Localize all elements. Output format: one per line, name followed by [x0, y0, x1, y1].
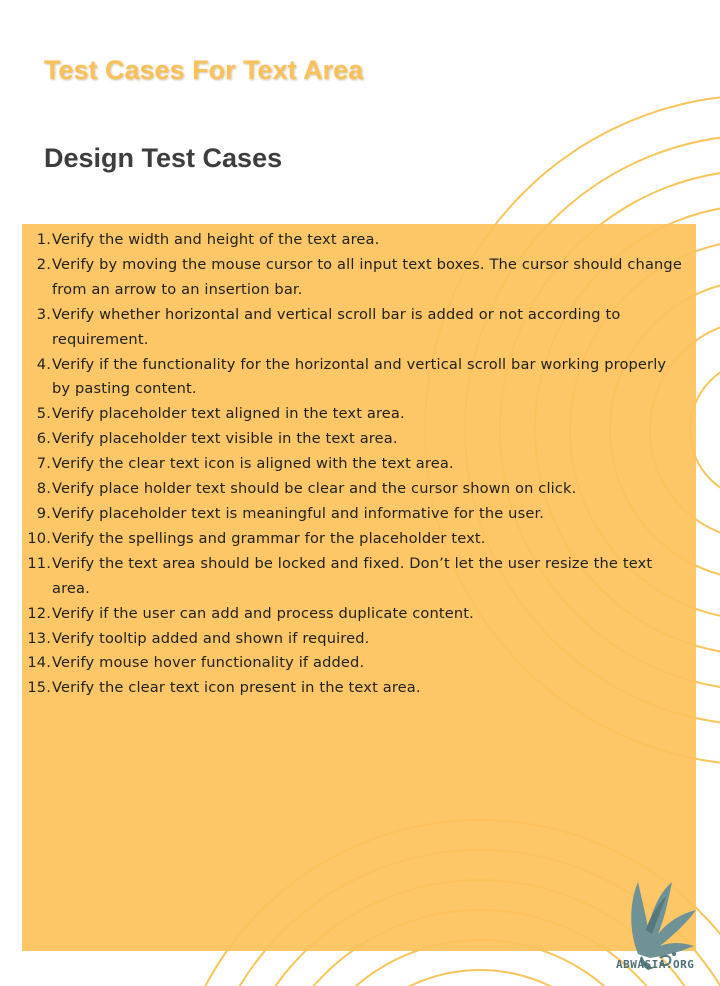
- decorative-ring: [408, 969, 552, 986]
- test-case-item: 11. Verify the text area should be locked…: [22, 552, 696, 602]
- test-case-item: 1. Verify the width and height of the tex…: [22, 228, 696, 253]
- test-case-number: 6.: [36, 430, 51, 448]
- test-case-item: 4. Verify if the functionality for the ho…: [22, 353, 696, 403]
- test-case-item: 5. Verify placeholder text aligned in the…: [22, 402, 696, 427]
- page-title: Test Cases For Text Area: [44, 55, 364, 85]
- test-case-number: 5.: [36, 405, 51, 423]
- test-cases-list: 1. Verify the width and height of the tex…: [22, 228, 696, 701]
- test-case-number: 7.: [36, 455, 51, 473]
- test-case-text: Verify whether horizontal and vertical s…: [52, 305, 621, 348]
- test-case-item: 8. Verify place holder text should be cle…: [22, 477, 696, 502]
- test-case-text: Verify mouse hover functionality if adde…: [52, 654, 365, 672]
- test-case-text: Verify the clear text icon present in th…: [52, 679, 421, 697]
- test-case-text: Verify the width and height of the text …: [52, 231, 380, 248]
- test-case-number: 15.: [27, 679, 51, 697]
- test-case-item: 12. Verify if the user can add and proces…: [22, 602, 696, 627]
- test-case-number: 14.: [27, 654, 51, 672]
- test-case-number: 13.: [27, 629, 51, 647]
- test-case-item: 7. Verify the clear text icon is aligned …: [22, 452, 696, 477]
- test-case-number: 10.: [27, 529, 51, 547]
- test-case-number: 3.: [36, 305, 51, 323]
- test-case-number: 8.: [36, 480, 51, 498]
- test-case-text: Verify place holder text should be clear…: [52, 480, 577, 498]
- test-case-item: 14. Verify mouse hover functionality if a…: [22, 651, 696, 676]
- test-case-text: Verify by moving the mouse cursor to all…: [52, 255, 682, 298]
- test-case-text: Verify the spellings and grammar for the…: [52, 529, 486, 547]
- test-case-text: Verify if the user can add and process d…: [52, 604, 474, 622]
- test-case-text: Verify placeholder text is meaningful an…: [52, 504, 545, 522]
- test-cases-panel: 1. Verify the width and height of the tex…: [22, 224, 696, 951]
- test-case-number: 11.: [27, 554, 51, 572]
- test-case-text: Verify tooltip added and shown if requir…: [52, 629, 370, 647]
- test-case-number: 9.: [36, 504, 51, 522]
- test-case-text: Verify placeholder text aligned in the t…: [52, 405, 405, 423]
- test-case-number: 1.: [36, 231, 51, 248]
- test-case-text: Verify the clear text icon is aligned wi…: [52, 455, 454, 473]
- test-case-item: 9. Verify placeholder text is meaningful …: [22, 502, 696, 527]
- test-case-item: 15. Verify the clear text icon present in…: [22, 676, 696, 701]
- test-case-item: 10. Verify the spellings and grammar for …: [22, 527, 696, 552]
- heron-logo-icon: [631, 882, 696, 970]
- test-case-item: 6. Verify placeholder text visible in the…: [22, 427, 696, 452]
- test-case-text: Verify if the functionality for the hori…: [52, 355, 667, 398]
- test-case-item: 13. Verify tooltip added and shown if req…: [22, 627, 696, 652]
- test-case-item: 2. Verify by moving the mouse cursor to a…: [22, 253, 696, 303]
- test-case-text: Verify placeholder text visible in the t…: [52, 430, 398, 448]
- test-case-number: 12.: [27, 604, 51, 622]
- test-case-number: 4.: [36, 355, 51, 373]
- test-case-item: 3. Verify whether horizontal and vertical…: [22, 303, 696, 353]
- section-heading: Design Test Cases: [44, 143, 283, 173]
- test-case-number: 2.: [36, 255, 51, 273]
- logo-wordmark: ABWASIA.ORG: [616, 958, 695, 971]
- test-case-text: Verify the text area should be locked an…: [52, 554, 653, 597]
